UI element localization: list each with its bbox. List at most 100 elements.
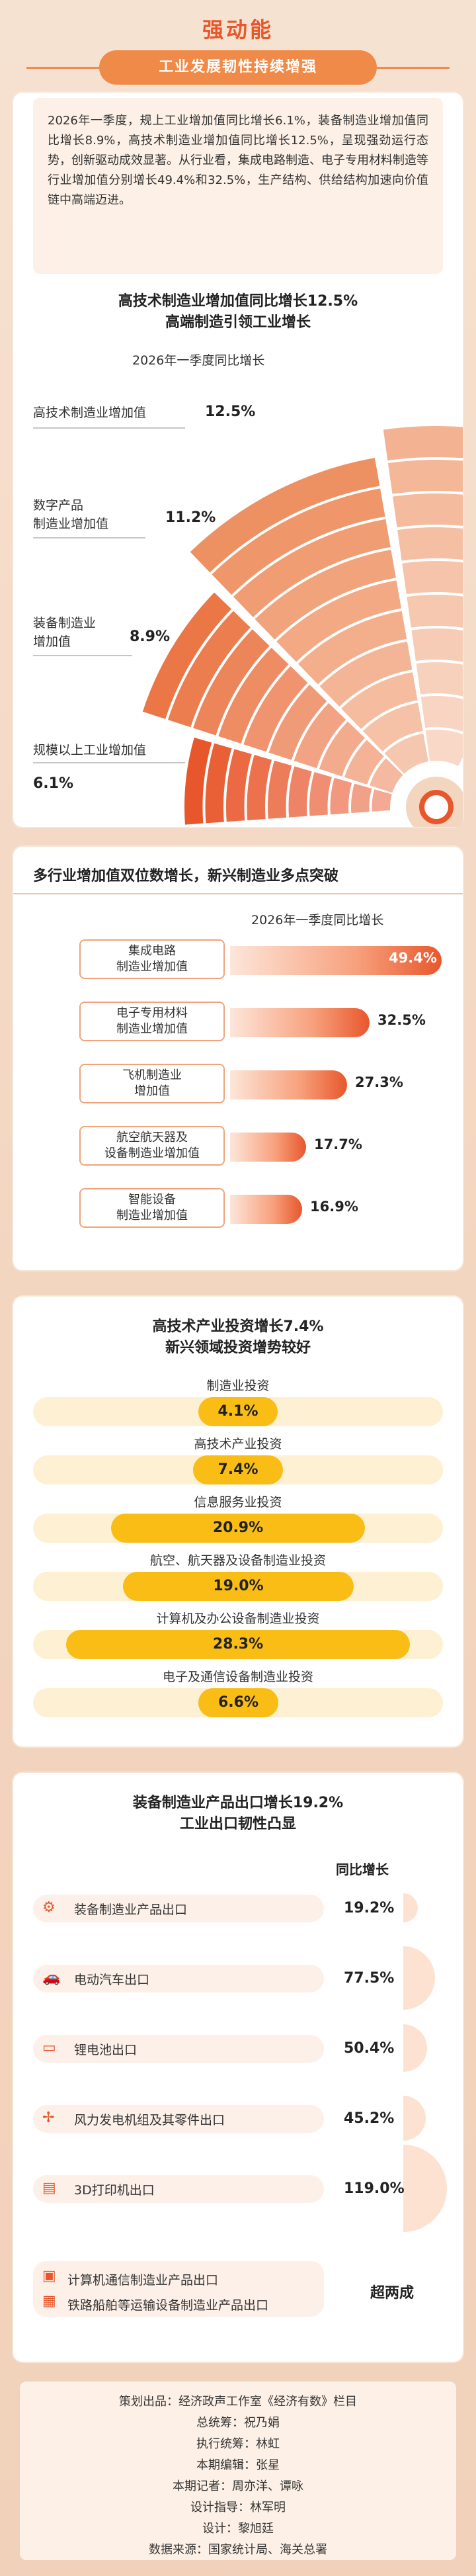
section4-title-line2: 工业出口韧性凸显: [179, 1816, 296, 1832]
section1-title-line1: 高技术制造业增加值同比增长12.5%: [118, 293, 358, 310]
fan-guide-line: [33, 655, 132, 656]
fan-wedge-band: [309, 772, 332, 816]
industry-value: 17.7%: [314, 1137, 362, 1152]
industry-value: 32.5%: [377, 1012, 426, 1028]
fan-wedge-band: [205, 743, 232, 824]
fan-wedge-band: [411, 628, 463, 662]
fan-wedge-band: [190, 458, 380, 573]
page-subtitle: 工业发展韧性持续增强: [99, 50, 377, 85]
investment-bar: 19.0%: [123, 1572, 354, 1601]
industry-row: 电子专用材料 制造业增加值 32.5%: [79, 1002, 450, 1041]
train-icon: ▦: [42, 2293, 56, 2309]
fan-label-digital: 数字产品 制造业增加值: [33, 498, 109, 531]
fan-guide-line: [33, 427, 185, 429]
investment-label: 计算机及办公设备制造业投资: [156, 1611, 320, 1626]
export-pill: [33, 2035, 324, 2063]
section2-title: 多行业增加值双位数增长，新兴制造业多点突破: [33, 868, 339, 884]
export-pill: [33, 2175, 324, 2203]
credit-line: 本期记者：周亦洋、谭咏: [173, 2479, 303, 2493]
fan-wedge-band: [268, 760, 292, 819]
fan-value-industry: 6.1%: [33, 775, 74, 792]
section-investment-card: 高技术产业投资增长7.4% 新兴领域投资增势较好 制造业投资 4.1% 高技术产业投…: [13, 1297, 463, 1746]
export-value: 45.2%: [344, 2110, 395, 2127]
fan-wedge-band: [393, 494, 463, 528]
fan-wedge-band: [218, 648, 289, 744]
investment-track: 4.1%: [33, 1397, 443, 1426]
gear-icon: ⚙: [42, 1899, 56, 1916]
fan-value-digital: 11.2%: [165, 509, 216, 526]
export-row: 🚗 电动汽车出口 77.5%: [33, 1959, 443, 1996]
export-pill: [33, 1965, 324, 1993]
credits-box: 策划出品：经济政声工作室《经济有数》栏目 总统筹：祝乃娟 执行统筹：林虹 本期编…: [20, 2382, 456, 2560]
industry-label: 电子专用材料 制造业增加值: [79, 1002, 225, 1041]
export-value: 77.5%: [344, 1970, 395, 1987]
industry-label: 飞机制造业 增加值: [79, 1064, 225, 1103]
fan-wedge-band: [372, 789, 392, 812]
fan-center-ring: [419, 790, 454, 824]
industry-value: 49.4%: [389, 950, 437, 966]
fan-label-high-tech: 高技术制造业增加值: [33, 406, 147, 420]
export-value: 50.4%: [344, 2040, 395, 2057]
investment-label: 航空、航天器及设备制造业投资: [149, 1553, 326, 1568]
export-label: 风力发电机组及其零件出口: [74, 2113, 225, 2127]
industry-label: 航空航天器及 设备制造业增加值: [79, 1126, 225, 1166]
divider: [13, 893, 463, 894]
fan-wedge-band: [383, 426, 463, 461]
investment-bar: 20.9%: [111, 1514, 365, 1543]
fan-value-high-tech: 12.5%: [205, 404, 256, 420]
credit-line: 执行统筹：林虹: [196, 2437, 280, 2451]
export-last-pill: [33, 2261, 324, 2317]
credit-line: 策划出品：经济政声工作室《经济有数》栏目: [119, 2395, 357, 2409]
industry-bar: [230, 1133, 306, 1162]
title-rule-right: [377, 67, 450, 69]
fan-guide-line: [33, 762, 185, 763]
fan-wedge-band: [397, 527, 463, 561]
chip-icon: ▣: [42, 2268, 56, 2284]
section4-title-line1: 装备制造业产品出口增长19.2%: [132, 1795, 344, 1811]
fan-wedge-band: [420, 696, 463, 732]
car-icon: 🚗: [42, 1969, 61, 1986]
investment-bar: 4.1%: [198, 1397, 278, 1426]
fan-wedge-band: [330, 777, 352, 815]
export-label: 3D打印机出口: [74, 2183, 155, 2198]
investment-track: 7.4%: [33, 1455, 443, 1484]
fan-wedge-band: [407, 595, 463, 628]
export-value: 19.2%: [344, 1900, 395, 1916]
export-last-value: 超两成: [370, 2285, 415, 2301]
fan-wedge-band: [294, 703, 346, 769]
section2-subtitle: 2026年一季度同比增长: [251, 913, 384, 927]
fan-wedge-band: [351, 783, 372, 813]
fan-wedge-band: [268, 684, 327, 760]
fan-wedge-band: [319, 641, 413, 707]
export-last-label-2: 铁路船舶等运输设备制造业产品出口: [67, 2298, 269, 2313]
fan-wedge-band: [243, 666, 308, 752]
intro-paragraph: 2026年一季度，规上工业增加值同比增长6.1%，装备制造业增加值同比增长8.9…: [33, 98, 443, 274]
export-row: ▤ 3D打印机出口 119.0%: [33, 2170, 443, 2207]
section-export-card: 装备制造业产品出口增长19.2% 工业出口韧性凸显 同比增长 ⚙ 装备制造业产品出…: [13, 1773, 463, 2362]
industry-row: 智能设备 制造业增加值 16.9%: [79, 1188, 450, 1228]
industry-label: 集成电路 制造业增加值: [79, 939, 225, 979]
fan-wedge-band: [384, 733, 428, 774]
section3-title-line2: 新兴领域投资增势较好: [165, 1340, 311, 1356]
investment-track: 6.6%: [33, 1688, 443, 1717]
fan-wedge-band: [233, 519, 391, 617]
fan-wedge-band: [288, 766, 312, 818]
investment-track: 19.0%: [33, 1572, 443, 1601]
battery-icon: ▭: [42, 2039, 56, 2056]
fan-wedge-band: [276, 580, 402, 662]
industry-bar: [230, 1070, 347, 1099]
investment-bar: 7.4%: [193, 1455, 283, 1484]
investment-label: 制造业投资: [206, 1379, 270, 1393]
fan-guide-line: [33, 537, 145, 538]
fan-wedge-band: [255, 550, 396, 640]
fan-wedge-band: [142, 592, 232, 719]
fan-wedge-band: [247, 755, 272, 820]
credit-line: 设计：黎旭廷: [202, 2522, 274, 2536]
investment-track: 20.9%: [33, 1514, 443, 1543]
fan-wedge-band: [362, 703, 423, 751]
investment-track: 28.3%: [33, 1630, 443, 1659]
industry-bar: [230, 946, 442, 975]
fan-wedge-band: [193, 629, 270, 736]
section1-title-line2: 高端制造引领工业增长: [165, 314, 311, 331]
industry-bar: [230, 1195, 302, 1224]
